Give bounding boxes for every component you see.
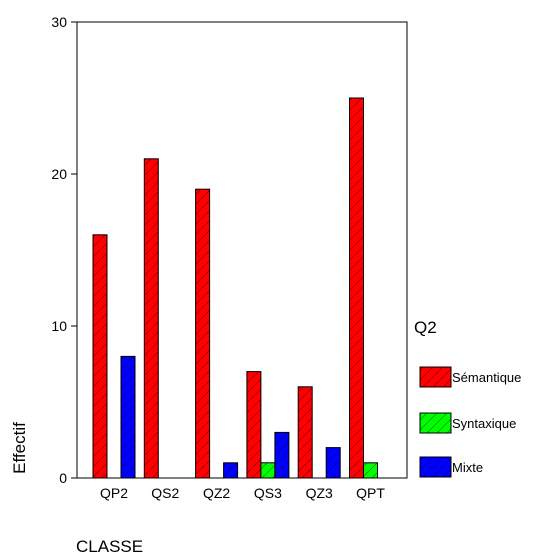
bar-hatch xyxy=(274,432,289,478)
bar-hatch xyxy=(121,356,135,478)
x-tick-label: QP2 xyxy=(100,485,128,501)
y-axis-title: Effectif xyxy=(10,422,29,474)
y-tick-label: 30 xyxy=(51,14,67,30)
x-tick-label: QZ3 xyxy=(306,485,333,501)
bar-hatch xyxy=(246,371,261,478)
bars xyxy=(92,97,378,479)
legend-label: Sémantique xyxy=(452,370,521,385)
legend-title: Q2 xyxy=(414,318,437,337)
y-tick-label: 20 xyxy=(51,166,67,182)
bar-hatch xyxy=(326,447,341,478)
bar-hatch xyxy=(195,189,210,478)
x-tick-label: QZ2 xyxy=(203,485,230,501)
y-tick-label: 10 xyxy=(51,318,67,334)
legend-swatch-hatch xyxy=(420,457,451,477)
legend: Sémantique Syntaxique Mixte xyxy=(419,366,521,478)
y-axis: 0 10 20 30 xyxy=(51,14,77,486)
bar-hatch xyxy=(93,234,107,478)
x-tick-label: QPT xyxy=(356,485,385,501)
plot-frame xyxy=(76,21,408,479)
x-axis: QP2 QS2 QZ2 QS3 QZ3 QPT xyxy=(100,485,385,501)
x-tick-label: QS2 xyxy=(151,485,179,501)
legend-label: Syntaxique xyxy=(452,416,516,431)
y-tick-label: 0 xyxy=(59,470,67,486)
bar-hatch xyxy=(298,386,313,478)
legend-label: Mixte xyxy=(452,460,483,475)
x-axis-title: CLASSE xyxy=(76,537,143,555)
x-tick-label: QS3 xyxy=(254,485,282,501)
legend-swatch-hatch xyxy=(420,413,451,433)
bar-hatch xyxy=(260,462,275,478)
bar-hatch xyxy=(363,462,378,478)
bar-hatch xyxy=(144,158,159,479)
legend-swatch-hatch xyxy=(420,367,451,387)
bar-hatch xyxy=(223,462,238,478)
bar-hatch xyxy=(349,98,364,478)
